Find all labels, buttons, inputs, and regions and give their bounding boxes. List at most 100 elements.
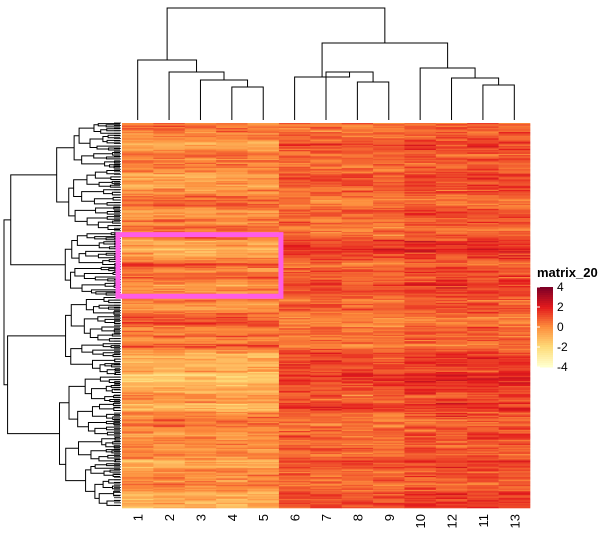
heatmap-cell — [278, 174, 311, 176]
heatmap-cell — [122, 339, 154, 342]
heatmap-cell — [216, 208, 248, 211]
heatmap-cell — [310, 216, 342, 219]
heatmap-cell — [247, 301, 280, 303]
heatmap-cell — [247, 264, 280, 266]
heatmap-cell — [310, 318, 342, 320]
heatmap-cell — [216, 500, 248, 502]
heatmap-cell — [278, 429, 311, 432]
heatmap-cell — [467, 178, 499, 180]
heatmap-cell — [373, 409, 405, 411]
heatmap-cell — [216, 155, 248, 157]
heatmap-cell — [310, 268, 342, 270]
heatmap-cell — [467, 432, 499, 434]
heatmap-cell — [216, 396, 248, 398]
heatmap-cell — [467, 329, 499, 332]
heatmap-cell — [153, 196, 186, 198]
heatmap-cell — [216, 382, 248, 384]
heatmap-cell — [404, 229, 437, 232]
heatmap-cell — [153, 368, 186, 370]
heatmap-cell — [247, 253, 280, 256]
heatmap-cell — [373, 255, 405, 257]
heatmap-cell — [184, 404, 217, 406]
heatmap-cell — [216, 138, 248, 140]
heatmap-cell — [310, 126, 342, 129]
heatmap-cell — [341, 156, 374, 158]
heatmap-cell — [310, 252, 342, 255]
heatmap-cell — [373, 279, 405, 282]
heatmap-cell — [184, 175, 217, 178]
heatmap-cell — [184, 207, 217, 210]
heatmap-cell — [278, 170, 311, 173]
heatmap-cell — [435, 465, 468, 468]
heatmap-cell — [122, 200, 154, 202]
heatmap-cell — [435, 321, 468, 324]
heatmap-cell — [498, 378, 531, 380]
heatmap-cell — [498, 323, 531, 325]
heatmap-cell — [498, 271, 531, 274]
heatmap-cell — [153, 280, 186, 283]
heatmap-cell — [341, 490, 374, 492]
heatmap-cell — [373, 491, 405, 493]
heatmap-cell — [341, 262, 374, 265]
heatmap-cell — [498, 134, 531, 137]
heatmap-cell — [153, 472, 186, 474]
heatmap-cell — [184, 123, 217, 125]
heatmap-cell — [153, 314, 186, 316]
heatmap-cell — [404, 131, 437, 134]
heatmap-cell — [373, 378, 405, 380]
heatmap-cell — [373, 123, 405, 125]
dendrogram-link — [103, 241, 120, 245]
heatmap-cell — [341, 208, 374, 211]
heatmap-cell — [184, 140, 217, 143]
heatmap-cell — [122, 329, 154, 332]
heatmap-cell — [184, 409, 217, 411]
heatmap-cell — [184, 387, 217, 389]
heatmap-cell — [341, 211, 374, 214]
heatmap-cell — [184, 200, 217, 202]
heatmap-cell — [278, 330, 311, 333]
heatmap-cell — [404, 170, 437, 173]
heatmap-cell — [435, 298, 468, 301]
heatmap-cell — [341, 221, 374, 224]
heatmap-cell — [373, 234, 405, 237]
heatmap-cell — [498, 357, 531, 360]
heatmap-cell — [341, 193, 374, 196]
heatmap-cell — [216, 197, 248, 200]
heatmap-cell — [216, 457, 248, 460]
heatmap-cell — [435, 174, 468, 176]
heatmap-cell — [184, 400, 217, 402]
heatmap-cell — [278, 362, 311, 365]
heatmap-cell — [341, 196, 374, 198]
heatmap-cell — [247, 156, 280, 158]
heatmap-cell — [122, 171, 154, 174]
heatmap-cell — [153, 321, 186, 324]
heatmap-cell — [122, 427, 154, 429]
heatmap-cell — [247, 400, 280, 402]
heatmap-cell — [467, 278, 499, 280]
heatmap-cell — [278, 500, 311, 502]
heatmap-cell — [310, 170, 342, 173]
heatmap-cell — [310, 443, 342, 446]
heatmap-cell — [216, 300, 248, 302]
heatmap-cell — [341, 343, 374, 346]
heatmap-cell — [498, 506, 531, 509]
heatmap-cell — [184, 320, 217, 323]
heatmap-cell — [373, 306, 405, 309]
heatmap-cell — [435, 495, 468, 497]
heatmap-cell — [122, 148, 154, 151]
heatmap-cell — [247, 463, 280, 465]
heatmap-cell — [498, 428, 531, 431]
heatmap-cell — [247, 219, 280, 221]
heatmap-cell — [122, 348, 154, 351]
heatmap-cell — [373, 433, 405, 436]
heatmap-cell — [498, 387, 531, 389]
heatmap-cell — [122, 477, 154, 479]
heatmap-cell — [310, 343, 342, 346]
heatmap-cell — [278, 277, 311, 279]
heatmap-cell — [435, 214, 468, 216]
heatmap-cell — [247, 488, 280, 491]
heatmap-cell — [373, 182, 405, 184]
heatmap-cell — [216, 401, 248, 404]
heatmap-cell — [498, 146, 531, 148]
heatmap-cell — [373, 415, 405, 418]
